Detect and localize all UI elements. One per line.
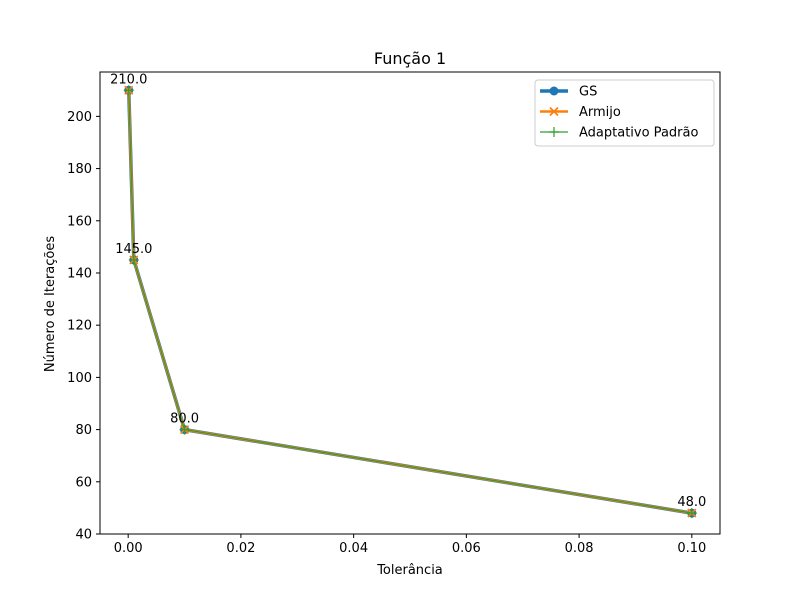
x-tick-label: 0.06 — [452, 541, 481, 556]
legend-label: Armijo — [579, 105, 621, 120]
x-tick-label: 0.08 — [565, 541, 594, 556]
legend: GS Armijo Adaptativo Padrão — [534, 79, 715, 147]
x-tick-label: 0.04 — [339, 541, 368, 556]
y-tick-label: 120 — [67, 319, 92, 334]
y-tick-label: 200 — [67, 110, 92, 125]
series-line-armijo — [127, 90, 693, 515]
data-label: 145.0 — [115, 242, 152, 257]
data-label: 48.0 — [677, 495, 706, 510]
x-tick-label: 0.02 — [226, 541, 255, 556]
x-tick-label: 0.10 — [677, 541, 706, 556]
legend-label: GS — [579, 85, 597, 100]
y-tick-label: 140 — [67, 266, 92, 281]
chart-title: Função 1 — [374, 49, 446, 68]
plot-frame — [99, 71, 721, 535]
y-tick-label: 40 — [75, 528, 92, 543]
legend-label: Adaptativo Padrão — [579, 126, 698, 141]
series-line-adaptativo-padrão — [128, 90, 692, 514]
plot-layer: 0.00 0.02 0.04 0.06 0.08 0.10 40 60 80 100 120 140 1… — [67, 71, 721, 556]
legend-marker — [549, 86, 559, 96]
data-label: 80.0 — [170, 412, 199, 427]
data-point — [123, 85, 134, 96]
y-tick-label: 100 — [67, 371, 92, 386]
y-axis-label: Número de Iterações — [43, 236, 58, 372]
data-label: 210.0 — [110, 72, 147, 87]
data-point — [128, 254, 139, 265]
legend-box — [534, 79, 715, 147]
y-tick-label: 180 — [67, 162, 92, 177]
series-line-gs — [126, 90, 693, 515]
data-point — [686, 508, 697, 519]
x-tick-label: 0.00 — [114, 541, 143, 556]
x-axis-label: Tolerância — [376, 563, 443, 578]
y-tick-label: 60 — [75, 475, 92, 490]
y-tick-label: 160 — [67, 214, 92, 229]
data-point — [179, 424, 190, 435]
legend-marker — [549, 106, 559, 117]
legend-marker — [549, 127, 559, 137]
y-tick-label: 80 — [75, 423, 92, 438]
